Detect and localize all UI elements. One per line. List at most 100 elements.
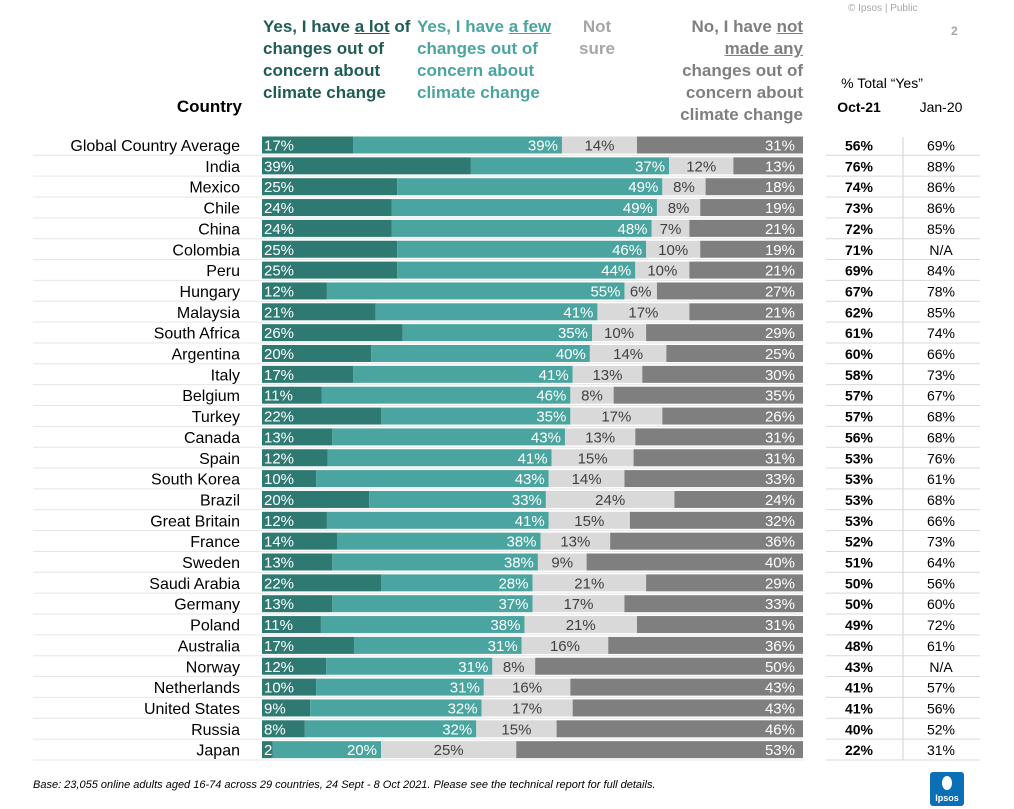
data-label-not-sure: 14% — [572, 471, 602, 488]
bar-no — [656, 282, 803, 300]
total-yes-jan20: 60% — [927, 596, 955, 612]
bar-not-sure — [564, 428, 636, 446]
bar-not-sure — [481, 699, 573, 717]
bar-a-lot — [262, 136, 354, 154]
data-label-not-sure: 13% — [592, 367, 622, 384]
period-jan20: Jan-20 — [919, 99, 963, 115]
country-label: Saudi Arabia — [149, 576, 240, 593]
total-yes-jan20: 67% — [927, 388, 955, 404]
bar-not-sure — [589, 345, 667, 362]
bar-a-lot — [262, 345, 372, 362]
bar-a-few — [381, 574, 533, 592]
bar-a-lot — [262, 720, 305, 738]
bar-no — [646, 324, 803, 342]
data-label-not-sure: 15% — [574, 513, 604, 530]
data-label-a-lot: 12% — [264, 513, 294, 530]
country-header: Country — [176, 97, 242, 116]
data-label-no: 33% — [765, 596, 795, 613]
country-label: Turkey — [192, 409, 240, 426]
data-label-not-sure: 17% — [601, 409, 631, 426]
total-yes-jan20: 61% — [927, 638, 955, 654]
bar-not-sure — [524, 616, 637, 634]
bar-a-few — [397, 261, 636, 279]
bar-not-sure — [521, 636, 609, 654]
ipsos-logo-mark — [942, 776, 952, 790]
bar-not-sure — [483, 678, 571, 696]
total-yes-jan20: 68% — [927, 492, 955, 508]
data-label-no: 29% — [765, 575, 795, 592]
data-label-a-few: 35% — [558, 325, 588, 342]
bar-not-sure — [551, 449, 634, 467]
data-label-a-lot: 39% — [264, 158, 294, 175]
data-label-a-lot: 25% — [264, 263, 294, 280]
bar-not-sure — [646, 240, 701, 258]
data-label-not-sure: 14% — [613, 346, 643, 363]
data-label-a-few: 43% — [515, 471, 545, 488]
total-yes-oct21: 62% — [845, 304, 874, 320]
country-label: Netherlands — [154, 680, 240, 697]
bar-a-few — [391, 219, 652, 237]
data-label-no: 21% — [765, 263, 795, 280]
data-label-no: 43% — [765, 700, 795, 717]
data-label-a-few: 49% — [628, 179, 658, 196]
data-label-no: 26% — [765, 409, 795, 426]
data-label-a-lot: 13% — [264, 429, 294, 446]
total-yes-jan20: 66% — [927, 346, 955, 362]
data-label-a-few: 37% — [635, 158, 665, 175]
data-label-no: 29% — [765, 325, 795, 342]
total-yes-oct21: 49% — [845, 617, 874, 633]
bar-a-few — [332, 553, 538, 571]
bar-a-lot — [262, 199, 392, 217]
data-label-a-few: 46% — [536, 388, 566, 405]
bar-a-few — [310, 699, 482, 717]
bar-no — [613, 386, 803, 404]
data-label-not-sure: 21% — [574, 575, 604, 592]
total-yes-oct21: 41% — [845, 680, 874, 696]
data-label-a-few: 41% — [515, 513, 545, 530]
country-label: Japan — [196, 743, 240, 760]
bar-no — [674, 490, 803, 508]
country-label: Great Britain — [150, 513, 240, 530]
bar-no — [586, 553, 803, 571]
total-yes-oct21: 76% — [845, 158, 874, 174]
data-label-a-few: 38% — [490, 617, 520, 634]
bar-a-lot — [262, 490, 370, 508]
data-label-a-few: 43% — [531, 429, 561, 446]
data-label-a-few: 20% — [347, 742, 377, 759]
data-label-a-lot: 11% — [264, 388, 293, 405]
total-yes-oct21: 74% — [845, 179, 874, 195]
bar-a-lot — [262, 365, 354, 383]
bar-no — [624, 470, 803, 488]
country-label: India — [205, 159, 240, 176]
country-label: Sweden — [182, 555, 240, 572]
data-label-no: 36% — [765, 534, 795, 551]
bar-a-few — [397, 178, 663, 196]
total-yes-jan20: 73% — [927, 367, 955, 383]
data-label-a-lot: 10% — [264, 471, 294, 488]
country-label: Brazil — [200, 492, 240, 509]
ipsos-logo-text: Ipsos — [935, 793, 959, 803]
bar-no — [570, 678, 803, 696]
data-label-a-few: 28% — [498, 575, 528, 592]
data-label-no: 33% — [765, 471, 795, 488]
data-label-a-few: 35% — [536, 409, 566, 426]
bar-not-sure — [561, 136, 637, 154]
bar-a-few — [320, 616, 525, 634]
data-label-no: 27% — [765, 283, 795, 300]
data-label-a-lot: 13% — [264, 555, 294, 572]
bar-a-lot — [262, 657, 327, 675]
data-label-no: 46% — [765, 721, 795, 738]
bar-a-few — [336, 532, 541, 550]
bar-not-sure — [651, 219, 690, 237]
data-label-no: 31% — [765, 617, 795, 634]
bar-a-lot — [262, 407, 382, 425]
bar-a-few — [326, 657, 493, 675]
data-label-a-few: 32% — [442, 721, 472, 738]
total-yes-oct21: 43% — [845, 659, 874, 675]
data-label-a-lot: 22% — [264, 409, 294, 426]
bar-no — [689, 219, 803, 237]
total-yes-jan20: 78% — [927, 283, 955, 299]
bar-not-sure — [570, 386, 614, 404]
data-label-not-sure: 13% — [585, 429, 615, 446]
data-label-a-lot: 8% — [264, 721, 286, 738]
